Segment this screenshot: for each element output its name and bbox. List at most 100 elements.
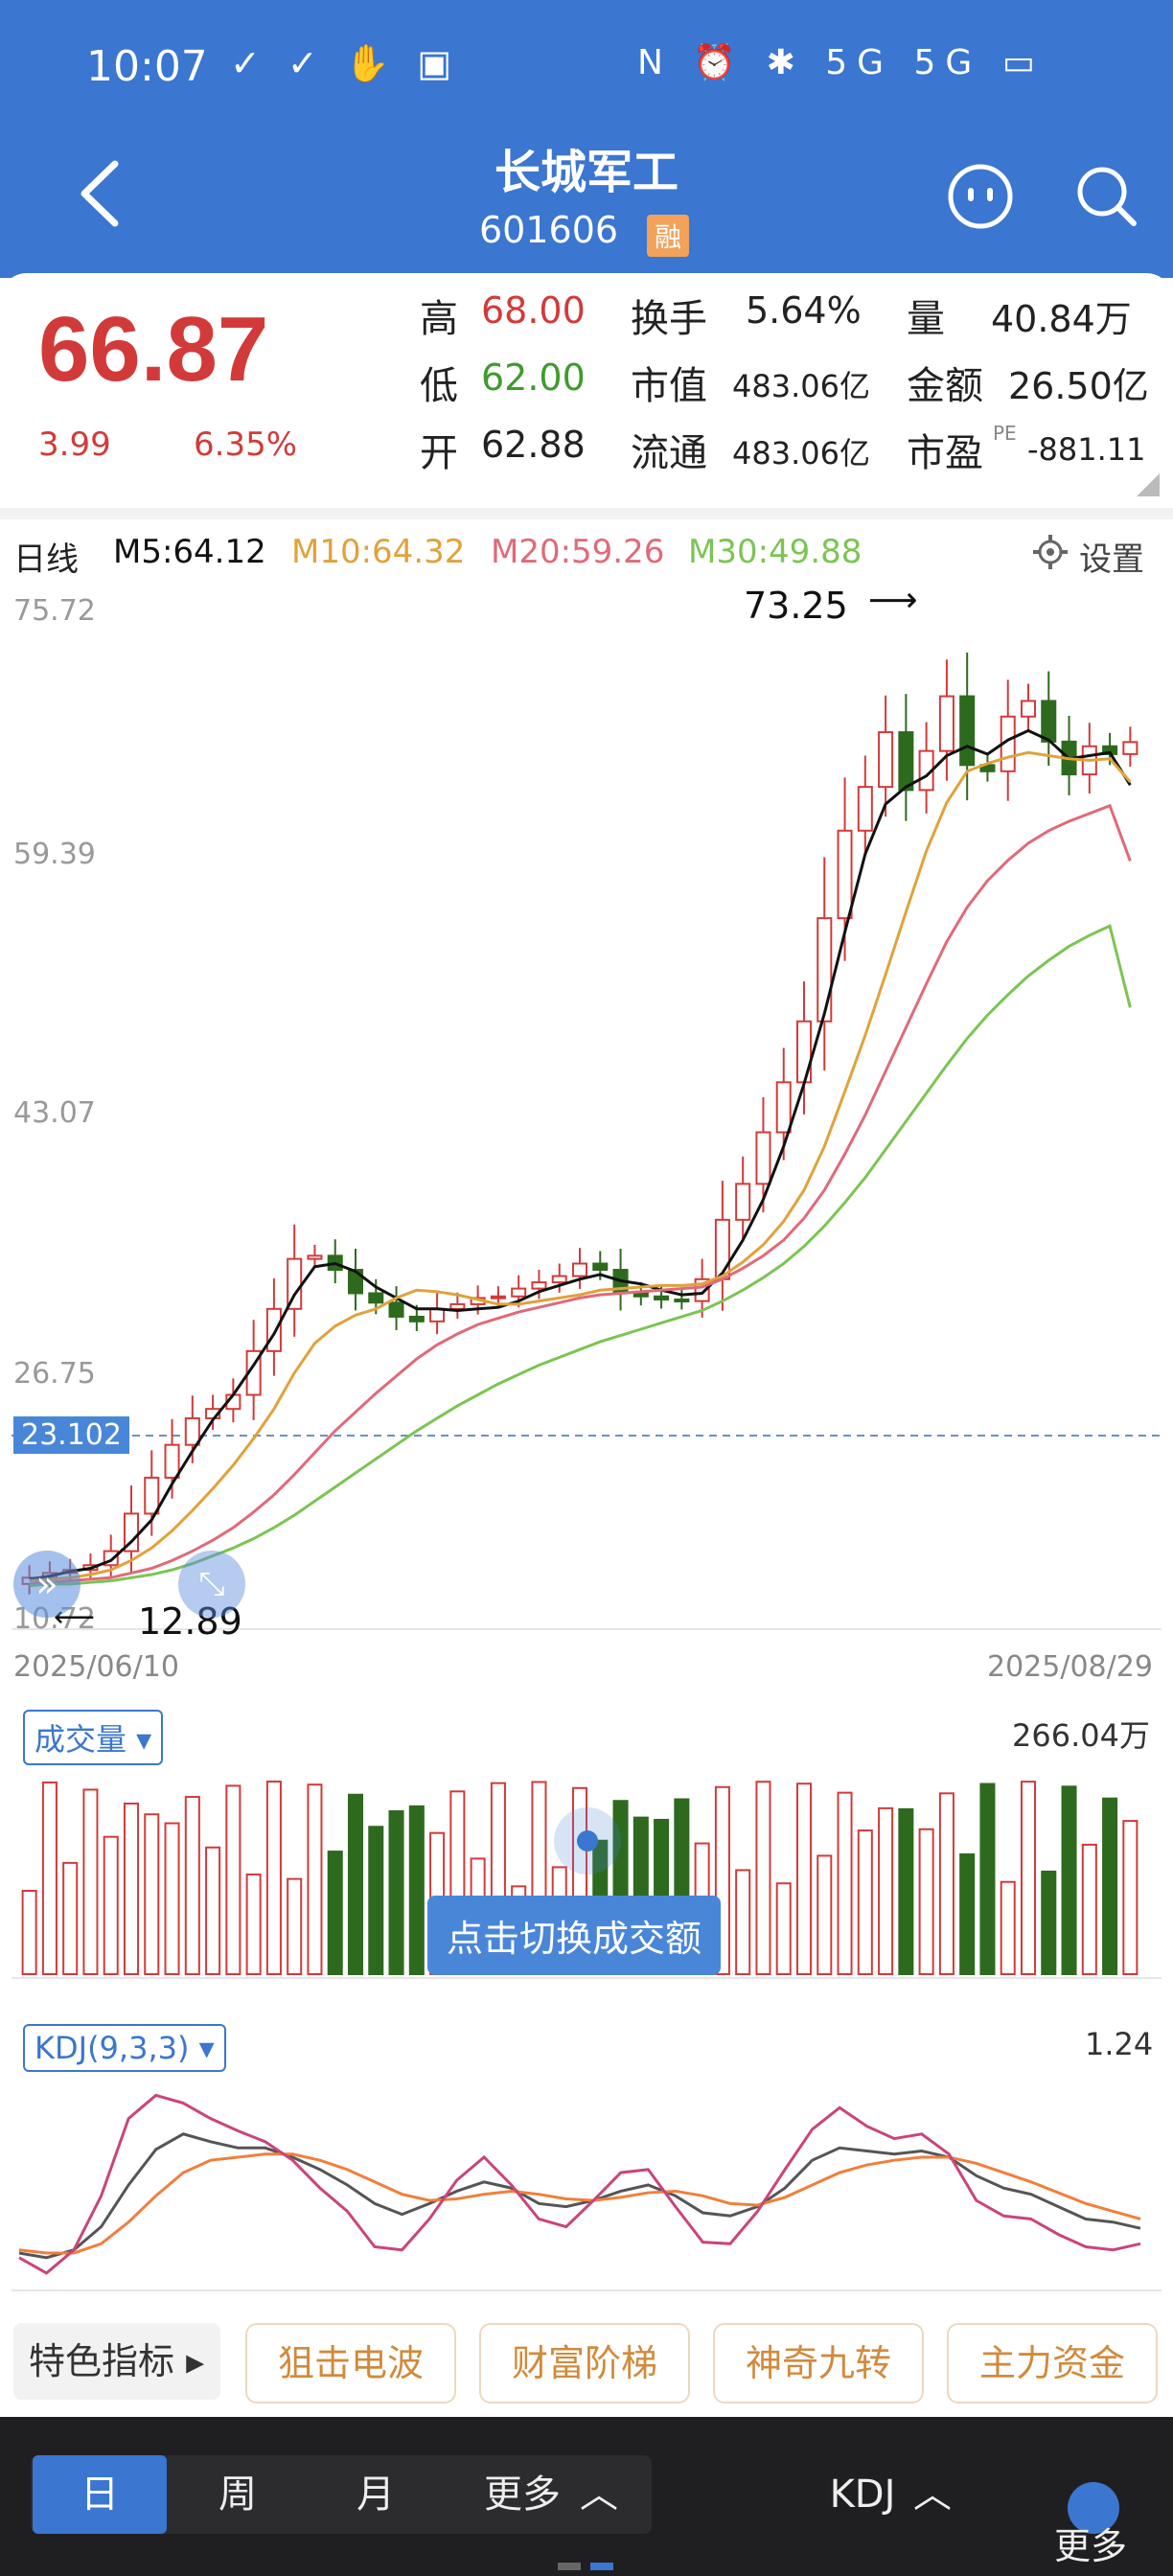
page-indicator-icon — [558, 2563, 581, 2570]
tab-day[interactable]: 日 — [33, 2455, 167, 2534]
candle-body — [531, 1281, 547, 1290]
low-value: 62.00 — [481, 356, 586, 399]
volume-max: 266.04万 — [1012, 1717, 1150, 1754]
candle-body — [164, 1443, 180, 1479]
assistant-icon[interactable] — [947, 163, 1014, 230]
volume-bar — [857, 1829, 873, 1976]
search-icon[interactable] — [1073, 163, 1140, 230]
open-label: 开 — [420, 431, 458, 475]
kdj-indicator-dropdown[interactable]: KDJ(9,3,3) ▾ — [23, 2024, 226, 2072]
candle-body — [898, 731, 914, 792]
candle-body — [184, 1416, 200, 1446]
volume-bar — [735, 1869, 751, 1975]
volume-bar — [307, 1783, 323, 1975]
candle-body — [307, 1254, 323, 1260]
candle-body — [511, 1287, 527, 1298]
more-label[interactable]: 更多 — [1054, 2525, 1128, 2567]
end-date: 2025/08/29 — [987, 1650, 1153, 1684]
price-change: 3.99 — [38, 426, 111, 464]
price-change-pct: 6.35% — [194, 426, 298, 464]
volume-label: 量 — [907, 297, 945, 341]
volume-bar — [1000, 1880, 1016, 1975]
tab-more[interactable]: 更多 — [484, 2472, 561, 2517]
back-arrow-icon[interactable] — [75, 158, 126, 229]
volume-bar — [144, 1813, 160, 1975]
candle-body — [571, 1262, 588, 1277]
float-value: 483.06亿 — [732, 435, 870, 472]
indicator-selector[interactable]: KDJ — [829, 2472, 896, 2517]
stock-code: 601606 — [479, 209, 619, 251]
volume-bar — [184, 1796, 200, 1975]
volume-value: 40.84万 — [991, 298, 1132, 340]
candle-body — [490, 1295, 506, 1300]
volume-bar — [795, 1782, 813, 1975]
candle-body — [735, 1183, 751, 1221]
chevron-up-icon: ︿ — [913, 2472, 952, 2517]
pe-label: 市盈 — [907, 431, 983, 475]
m10-line — [29, 750, 1132, 1583]
candle-body — [408, 1315, 425, 1322]
expand-icon[interactable]: ⤡ — [178, 1551, 245, 1618]
candle-body — [123, 1512, 140, 1552]
feature-button[interactable]: 主力资金 — [947, 2323, 1158, 2404]
volume-bar — [1041, 1870, 1057, 1975]
volume-bar — [347, 1793, 364, 1975]
settings-label[interactable]: 设置 — [1079, 540, 1144, 579]
tooltip-dot-icon — [554, 1807, 621, 1874]
candle-body — [388, 1301, 404, 1318]
volume-bar — [164, 1822, 180, 1975]
gear-icon[interactable] — [1031, 533, 1070, 571]
switch-amount-tooltip[interactable]: 点击切换成交额 — [427, 1896, 722, 1975]
ma30-value: M30:49.88 — [688, 533, 862, 571]
candle-body — [429, 1307, 446, 1322]
volume-bar — [1122, 1820, 1138, 1976]
period-label[interactable]: 日线 — [13, 540, 79, 579]
volume-bar — [388, 1809, 404, 1976]
status-system-icons: N ⏰ ✱ 5G 5G ▭ — [637, 43, 1045, 82]
volume-bar — [287, 1877, 303, 1976]
m20-line — [29, 803, 1132, 1586]
quote-panel — [0, 273, 1173, 508]
volume-bar — [979, 1782, 996, 1975]
feature-button[interactable]: 财富阶梯 — [479, 2323, 690, 2404]
margin-badge: 融 — [647, 215, 690, 257]
candle-body — [938, 695, 954, 752]
y-tick-label: 43.07 — [13, 1096, 96, 1130]
start-date: 2025/06/10 — [13, 1650, 179, 1684]
min-price-label: 12.89 — [138, 1600, 242, 1643]
open-value: 62.88 — [481, 424, 586, 466]
more-icon[interactable] — [1068, 2482, 1119, 2534]
volume-bar — [1102, 1797, 1118, 1976]
feature-button[interactable]: 神奇九转 — [713, 2323, 924, 2404]
status-notification-icons: ✓ ✓ ✋ ▣ — [230, 42, 460, 84]
feature-indicator-toggle[interactable]: 特色指标 ▸ — [13, 2323, 220, 2400]
volume-bar — [918, 1828, 934, 1975]
kdj-j-line — [18, 2093, 1141, 2275]
volume-bar — [1061, 1785, 1077, 1976]
page-indicator-icon — [590, 2563, 613, 2570]
expand-corner-icon[interactable] — [1137, 473, 1160, 496]
candle-body — [551, 1275, 567, 1284]
collapse-left-icon[interactable]: » — [13, 1551, 80, 1618]
ma10-value: M10:64.32 — [291, 533, 466, 571]
stock-chart[interactable] — [0, 575, 1173, 2300]
tab-month[interactable]: 月 — [356, 2472, 395, 2517]
feature-button[interactable]: 狙击电波 — [245, 2323, 456, 2404]
turnover-label: 换手 — [631, 297, 707, 341]
candle-body — [265, 1307, 282, 1352]
candle-body — [795, 1020, 813, 1084]
ma20-value: M20:59.26 — [491, 533, 665, 571]
mktcap-value: 483.06亿 — [732, 368, 870, 404]
tab-week[interactable]: 周 — [218, 2472, 257, 2517]
volume-bar — [205, 1846, 221, 1976]
candle-body — [837, 829, 853, 920]
amount-value: 26.50亿 — [1008, 365, 1149, 407]
volume-bar — [775, 1882, 792, 1976]
pe-superscript: PE — [993, 422, 1017, 445]
candle-body — [674, 1299, 690, 1303]
candle-body — [959, 695, 976, 767]
candle-body — [144, 1476, 160, 1515]
float-label: 流通 — [631, 431, 707, 475]
low-label: 低 — [420, 364, 458, 408]
volume-indicator-dropdown[interactable]: 成交量 ▾ — [23, 1710, 164, 1765]
